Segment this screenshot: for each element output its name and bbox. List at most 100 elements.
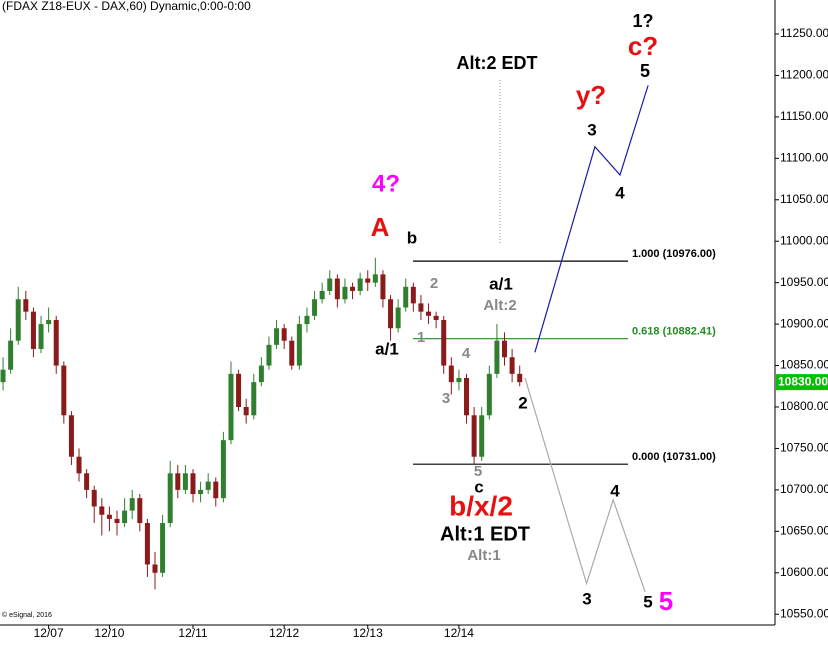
y-tick-label: 10950.00 (780, 275, 828, 289)
candle-body (380, 274, 386, 300)
y-tick-label: 11100.00 (780, 150, 828, 164)
y-tick-label: 11200.00 (780, 68, 828, 82)
wave-label: a/1 (375, 339, 399, 358)
wave-label: 1? (632, 11, 653, 31)
candle-body (8, 340, 14, 370)
wave-label: Alt:1 (467, 547, 500, 564)
candle-body (23, 299, 29, 312)
wave-label: a/1 (489, 274, 513, 293)
candle-body (289, 340, 295, 366)
y-tick-label: 11050.00 (780, 192, 828, 206)
wave-label: c (474, 477, 483, 496)
candle-body (84, 473, 90, 490)
fib-label: 1.000 (10976.00) (632, 248, 716, 260)
candle-body (281, 328, 287, 341)
wave-label: 5 (474, 463, 482, 480)
candle-body (30, 311, 36, 349)
candle-body (228, 373, 234, 441)
candle-body (350, 286, 356, 291)
candle-body (365, 278, 371, 283)
wave-label: b/x/2 (449, 490, 513, 521)
candle-body (502, 340, 508, 358)
wave-label: 3 (442, 390, 450, 407)
candle-body (46, 319, 52, 325)
candle-body (114, 518, 120, 524)
candle-body (137, 498, 143, 524)
candle-body (296, 324, 302, 366)
y-tick-label: 11250.00 (780, 26, 828, 40)
candle-body (418, 303, 424, 312)
copyright: © eSignal, 2016 (2, 611, 52, 619)
wave-label: c? (628, 31, 658, 61)
wave-label: 1 (417, 329, 425, 346)
candle-body (456, 377, 462, 383)
candle-body (15, 299, 21, 341)
candle-body (122, 510, 128, 524)
x-tick-label: 12/10 (94, 626, 124, 640)
candle-body (91, 489, 97, 507)
candle-body (464, 377, 470, 416)
wave-label: 4? (372, 170, 400, 197)
candle-body (274, 328, 280, 345)
wave-label: A (371, 212, 390, 242)
candle-body (517, 373, 523, 383)
candle-body (342, 286, 348, 300)
x-tick-label: 12/14 (444, 626, 474, 640)
projection-line (534, 85, 649, 353)
wave-label: Alt:1 EDT (440, 523, 530, 545)
candle-body (479, 415, 485, 457)
candle-body (205, 481, 211, 490)
candle-body (372, 274, 378, 283)
y-tick-label: 10800.00 (780, 399, 828, 413)
candle-body (319, 290, 325, 300)
candle-body (410, 286, 416, 304)
wave-label: y? (576, 80, 606, 110)
candle-body (471, 415, 477, 457)
y-tick-label: 10750.00 (780, 441, 828, 455)
x-tick-label: 12/13 (353, 626, 383, 640)
candle-body (160, 523, 166, 573)
candle-body (0, 369, 6, 383)
y-tick-label: 10900.00 (780, 316, 828, 330)
candle-body (494, 340, 500, 374)
candle-body (509, 357, 515, 374)
candle-body (213, 481, 219, 499)
y-tick-label: 10550.00 (780, 606, 828, 620)
candle-body (236, 373, 242, 407)
wave-label: 3 (587, 120, 596, 139)
candle-body (486, 373, 492, 416)
candle-body (76, 456, 82, 474)
wave-label: 2 (518, 393, 527, 412)
candle-body (144, 523, 150, 565)
candle-body (327, 278, 333, 291)
wave-label: 5 (643, 592, 652, 611)
fib-label: 0.618 (10882.41) (632, 326, 716, 338)
x-tick-label: 12/11 (178, 626, 207, 640)
wave-label: 5 (659, 586, 673, 616)
y-tick-label: 10700.00 (780, 482, 828, 496)
candle-body (388, 299, 394, 329)
wave-label: 4 (615, 183, 625, 202)
x-tick-label: 12/07 (34, 626, 64, 640)
candle-body (190, 473, 196, 495)
candle-body (38, 324, 44, 349)
chart-title: (FDAX Z18-EUX - DAX,60) Dynamic,0:00-0:0… (2, 0, 251, 13)
candle-body (251, 382, 257, 416)
y-tick-label: 10600.00 (780, 565, 828, 579)
candle-body (68, 415, 74, 457)
candle-body (258, 365, 264, 383)
candle-body (175, 473, 181, 490)
wave-label: Alt:2 (483, 297, 516, 314)
y-tick-label: 10650.00 (780, 524, 828, 538)
candle-body (448, 365, 454, 383)
projection-line (524, 377, 646, 593)
fib-label: 0.000 (10731.00) (632, 451, 716, 463)
last-price-label: 10830.00 (778, 374, 828, 388)
candle-body (357, 278, 363, 291)
candle-body (304, 315, 310, 325)
candle-body (198, 489, 204, 495)
candle-body (243, 406, 249, 416)
candle-body (182, 473, 188, 490)
